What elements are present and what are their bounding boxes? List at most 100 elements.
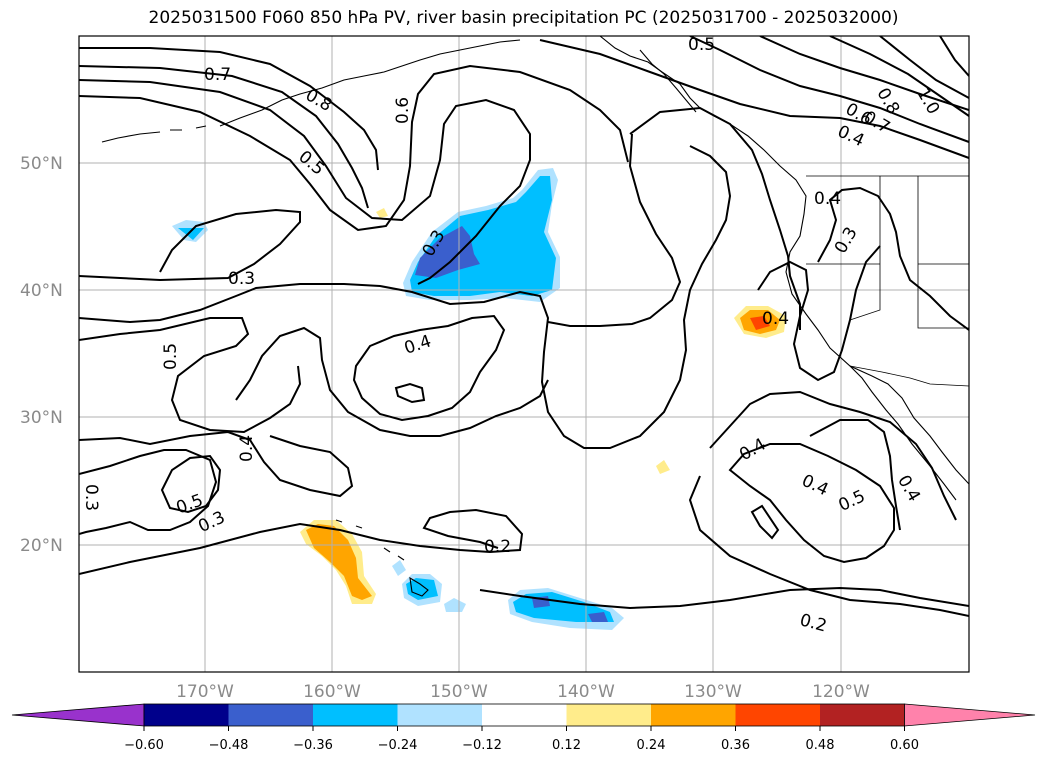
coast-alaska-panhandle [639,49,697,113]
colorbar-extend-right [904,703,1036,727]
contour-0.3-east [757,245,881,382]
precip-area-hawaii-west-core [306,524,372,600]
colorbar-tick-label: −0.12 [462,738,502,753]
colorbar: −0.60 −0.48 −0.36 −0.24 −0.12 0.12 0.24 … [11,703,1036,753]
colorbar-tick-label: −0.48 [209,738,249,753]
pv-contours [79,36,969,617]
contour-0.3-sw [79,449,218,535]
contour-0.5-se [728,443,895,564]
contour-0.4-inner [235,326,549,437]
colorbar-segment [651,704,736,726]
precip-area-hawaii-isle3 [392,560,406,576]
contour-1 [79,47,379,171]
contour-label: 0.4 [237,435,257,462]
colorbar-segment [144,704,229,726]
colorbar-tick-label: 0.60 [890,738,919,753]
contour-5 [539,39,969,159]
colorbar-tick-label: 0.48 [806,738,835,753]
colorbar-segment [228,704,313,726]
coast-aleutians [101,125,207,143]
contour-label: 0.4 [814,189,841,209]
lat-label-30: 30°N [20,408,63,428]
precip-area-pacific-west-core [178,228,204,240]
coast-alaska [219,39,521,127]
coast-baja [849,365,957,501]
contour-8 [829,36,969,117]
colorbar-ticks [143,726,905,731]
contour-9 [879,36,969,99]
contour-10 [939,36,969,77]
lon-labels: 170°W 160°W 150°W 140°W 130°W 120°W [176,682,870,702]
contour-0.3-north [79,208,301,282]
map-plot-area: 0.5 0.7 0.8 0.6 0.5 0.3 0.3 0.4 0.5 0.4 … [79,35,969,672]
contour-2 [79,65,369,209]
colorbar-tick-label: 0.24 [637,738,666,753]
contour-7 [759,36,969,111]
contour-label: 0.3 [228,269,255,289]
colorbar-tick-labels: −0.60 −0.48 −0.36 −0.24 −0.12 0.12 0.24 … [124,738,919,753]
contour-0.4-se [709,390,957,521]
lat-label-50: 50°N [20,154,63,174]
contour-0.4-small [394,382,426,404]
precip-area-hawaii-isle1-core [406,578,438,600]
colorbar-segment [313,704,398,726]
contour-0.5-sw [160,454,222,514]
colorbar-tick-label: −0.24 [378,738,418,753]
colorbar-segment [566,704,651,726]
precip-area-small-south [656,460,670,474]
precip-area-small-north [376,208,388,218]
contour-label: 0.2 [484,537,511,557]
lon-label-120w: 120°W [812,682,870,702]
contour-0.2-east2 [688,475,969,617]
contour-label: 0.4 [762,309,789,329]
contour-6 [689,36,969,143]
colorbar-segment [820,704,905,726]
contour-0.5-east [547,133,682,327]
contour-label: 0.5 [161,343,181,370]
lon-label-140w: 140°W [557,682,615,702]
contour-label: 0.6 [393,97,413,124]
lon-label-170w: 170°W [176,682,234,702]
contour-3 [79,79,531,285]
contour-label: 0.3 [81,484,101,511]
contour-0.4-sw [79,430,354,498]
contour-0.3-far-east [817,186,969,331]
coastlines [101,36,969,597]
lat-labels: 50°N 40°N 30°N 20°N [20,154,63,556]
lat-label-20: 20°N [20,536,63,556]
border-us-states [806,176,969,329]
lon-label-130w: 130°W [684,682,742,702]
contour-label: 0.5 [688,35,715,55]
lon-label-150w: 150°W [430,682,488,702]
colorbar-extend-left [11,703,145,727]
contour-0.2-east [479,586,969,610]
contour-label: 0.7 [204,65,231,85]
colorbar-tick-label: −0.60 [124,738,164,753]
precip-area-hawaii-isle2 [444,598,466,612]
precip-area-dark-north [415,226,480,278]
border-us-mexico [849,365,969,387]
contour-0.4-se-small [750,504,780,540]
colorbar-segment [482,704,567,726]
contour-0.4-mid [352,314,506,422]
colorbar-tick-label: −0.36 [293,738,333,753]
lon-label-160w: 160°W [303,682,361,702]
map-frame [78,35,970,673]
map-background [79,36,969,672]
coast-hawaii [335,519,429,597]
contour-0.2-south [79,508,524,575]
precip-area-california-core [750,316,770,330]
contour-0.4-east [629,106,801,330]
colorbar-segment [397,704,482,726]
colorbar-tick-label: 0.36 [721,738,750,753]
colorbar-tick-label: 0.12 [552,738,581,753]
contour-0.5-se-inner [809,419,901,531]
precip-area-hawaii-east-dark2 [588,612,608,622]
contour-0.5-west [79,317,302,434]
map-title: 2025031500 F060 850 hPa PV, river basin … [148,8,899,28]
contour-4 [79,64,629,232]
coast-north-america [599,36,969,485]
contour-0.3-big [79,145,732,449]
lat-label-40: 40°N [20,281,63,301]
